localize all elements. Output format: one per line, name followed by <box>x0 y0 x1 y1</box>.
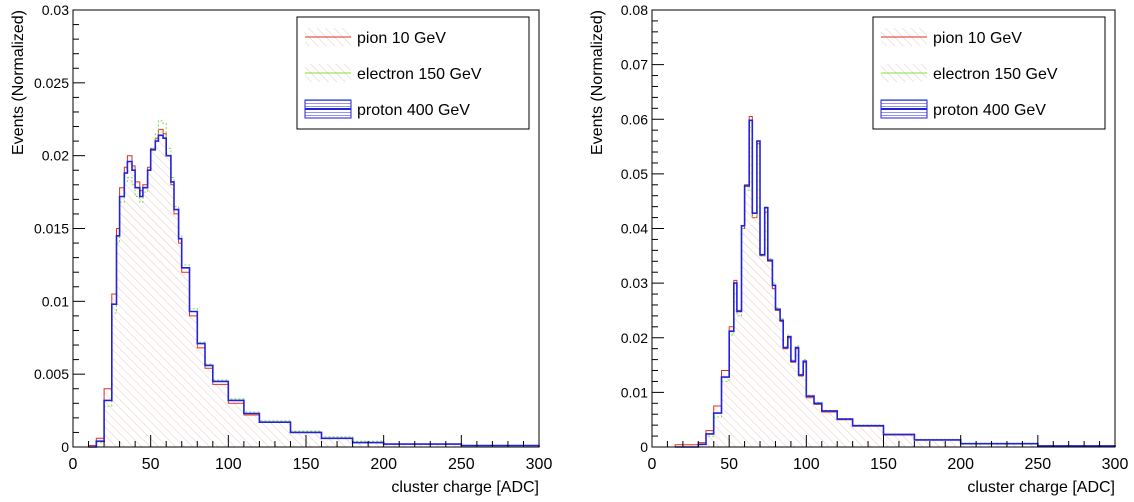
y-tick-label: 0.06 <box>621 111 648 127</box>
series-fill-pion-10-gev <box>88 129 539 447</box>
y-tick-label: 0.03 <box>42 2 69 18</box>
y-tick-label: 0.005 <box>34 366 69 382</box>
x-tick-label: 300 <box>526 456 553 473</box>
legend-label-proton-400-gev: proton 400 GeV <box>933 102 1046 119</box>
legend: pion 10 GeV electron 150 GeV proton 400 Ge… <box>872 16 1106 130</box>
x-tick-label: 50 <box>720 456 738 473</box>
y-tick-label: 0.07 <box>621 57 648 73</box>
y-tick-label: 0.015 <box>34 221 69 237</box>
x-tick-label: 150 <box>870 456 897 473</box>
x-tick-label: 100 <box>793 456 820 473</box>
y-tick-label: 0.05 <box>621 166 648 182</box>
y-axis-label: Events (Normalized) <box>589 10 606 155</box>
legend-label-pion-10-gev: pion 10 GeV <box>933 30 1022 47</box>
x-axis-label: cluster charge [ADC] <box>967 479 1115 496</box>
x-tick-label: 0 <box>69 456 78 473</box>
x-tick-label: 300 <box>1102 456 1129 473</box>
x-tick-label: 250 <box>448 456 475 473</box>
x-axis-label: cluster charge [ADC] <box>391 479 539 496</box>
x-tick-label: 100 <box>215 456 242 473</box>
legend-label-electron-150-gev: electron 150 GeV <box>933 66 1058 83</box>
x-tick-label: 200 <box>370 456 397 473</box>
y-tick-label: 0 <box>640 439 648 455</box>
y-tick-label: 0.02 <box>42 148 69 164</box>
legend-label-proton-400-gev: proton 400 GeV <box>357 102 470 119</box>
legend: pion 10 GeV electron 150 GeV proton 400 Ge… <box>296 16 530 130</box>
y-tick-label: 0.03 <box>621 275 648 291</box>
legend-label-electron-150-gev: electron 150 GeV <box>357 66 482 83</box>
x-tick-label: 200 <box>947 456 974 473</box>
y-tick-label: 0.04 <box>621 221 648 237</box>
y-tick-label: 0.025 <box>34 75 69 91</box>
x-tick-label: 50 <box>142 456 160 473</box>
y-tick-label: 0 <box>61 439 69 455</box>
x-tick-label: 150 <box>293 456 320 473</box>
x-tick-label: 250 <box>1024 456 1051 473</box>
chart-panel-2: 0 50 100 150 200 250 300 0 0.01 0.02 0.03 0.04 0.05 0… <box>589 2 1128 496</box>
y-tick-label: 0.01 <box>621 384 648 400</box>
series-fill-pion-10-gev <box>675 116 1115 447</box>
y-tick-label: 0.02 <box>621 330 648 346</box>
chart-panel-1: 0 50 100 150 200 250 300 0 0.005 0.01 0.015 0.02 0.0… <box>10 2 552 496</box>
y-tick-label: 0.01 <box>42 293 69 309</box>
y-tick-label: 0.08 <box>621 2 648 18</box>
series-line-electron-150-gev <box>88 120 540 448</box>
series-line-proton-400-gev <box>88 134 540 448</box>
x-tick-label: 0 <box>648 456 657 473</box>
legend-label-pion-10-gev: pion 10 GeV <box>357 30 446 47</box>
y-axis-label: Events (Normalized) <box>10 10 27 155</box>
series-line-proton-400-gev <box>675 119 1116 448</box>
